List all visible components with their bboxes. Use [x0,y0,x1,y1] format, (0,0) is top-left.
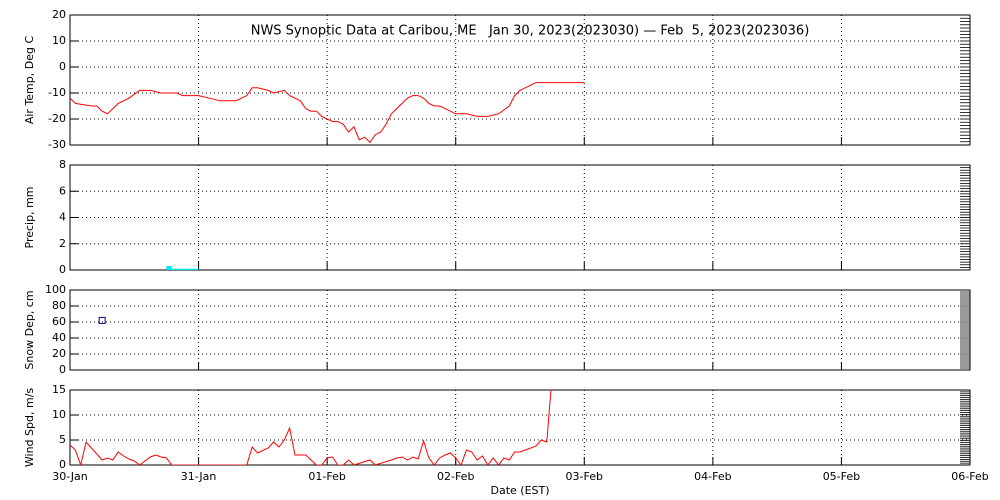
y-axis-label: Air Temp, Deg C [23,36,36,125]
x-axis-label: Date (EST) [490,484,549,497]
y-tick-label: -10 [48,86,66,99]
y-tick-label: 10 [52,408,66,421]
x-tick-label: 03-Feb [566,470,603,483]
line [70,390,552,465]
x-tick-label: 04-Feb [694,470,731,483]
bar [171,268,178,270]
x-tick-label: 31-Jan [181,470,217,483]
y-tick-label: 80 [52,299,66,312]
y-tick-label: 0 [59,363,66,376]
y-tick-label: 40 [52,331,66,344]
y-tick-label: 15 [52,383,66,396]
y-tick-label: 5 [59,433,66,446]
y-tick-label: 100 [45,283,66,296]
x-tick-label: 02-Feb [437,470,474,483]
series [70,390,552,465]
plot-frame [69,289,971,371]
plot-frame [69,164,971,271]
y-tick-label: -20 [48,112,66,125]
y-tick-label: 6 [59,184,66,197]
y-tick-label: -30 [48,138,66,151]
x-tick-label: 05-Feb [823,470,860,483]
y-axis-label: Snow Dep, cm [23,290,36,369]
plot-frame [69,14,971,146]
y-tick-label: 2 [59,237,66,250]
bar [177,268,183,270]
bar [187,268,194,270]
y-tick-label: 0 [59,263,66,276]
y-tick-label: 60 [52,315,66,328]
y-tick-label: 8 [59,158,66,171]
y-tick-label: 0 [59,458,66,471]
y-axis-label: Precip, mm [23,187,36,249]
y-tick-label: 10 [52,34,66,47]
y-tick-label: 0 [59,60,66,73]
marker [98,316,106,324]
x-tick-label: 01-Feb [308,470,345,483]
bar [193,268,199,270]
series [98,316,106,324]
y-tick-label: 20 [52,8,66,21]
y-axis-label: Wind Spd, m/s [23,388,36,468]
chart-title: NWS Synoptic Data at Caribou, ME Jan 30,… [251,24,810,39]
y-tick-label: 4 [59,211,66,224]
bar [182,268,188,270]
bar [166,266,172,270]
series [70,82,585,144]
line [70,82,585,144]
y-tick-label: 20 [52,347,66,360]
series [166,266,199,270]
x-tick-label: 30-Jan [52,470,88,483]
x-tick-label: 06-Feb [951,470,988,483]
plot-frame [69,389,971,466]
